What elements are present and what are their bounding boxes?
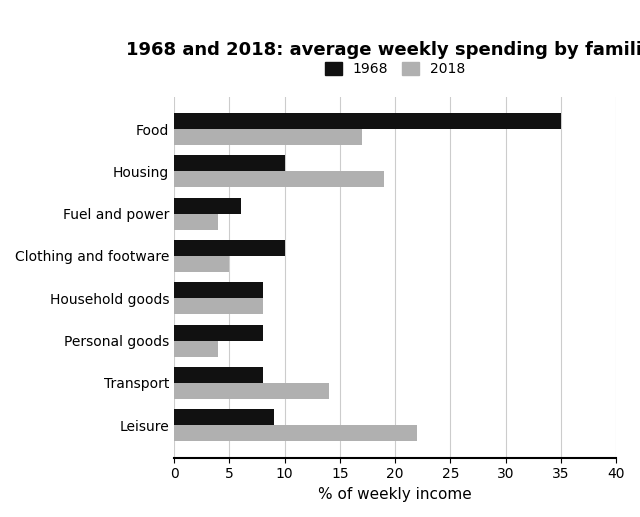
Bar [174, 298, 262, 314]
Bar [174, 367, 262, 383]
Legend: 1968, 2018: 1968, 2018 [319, 56, 471, 82]
Bar [174, 256, 230, 272]
Bar [174, 113, 561, 129]
Bar [174, 171, 384, 187]
Bar [174, 383, 329, 399]
X-axis label: % of weekly income: % of weekly income [318, 487, 472, 502]
Bar [174, 240, 285, 256]
Bar [174, 129, 362, 145]
Bar [174, 197, 241, 214]
Bar [174, 155, 285, 171]
Bar [174, 325, 262, 341]
Bar [174, 282, 262, 298]
Bar [174, 409, 274, 425]
Bar [174, 425, 417, 442]
Title: 1968 and 2018: average weekly spending by families: 1968 and 2018: average weekly spending b… [126, 41, 640, 59]
Bar [174, 214, 218, 230]
Bar [174, 341, 218, 357]
